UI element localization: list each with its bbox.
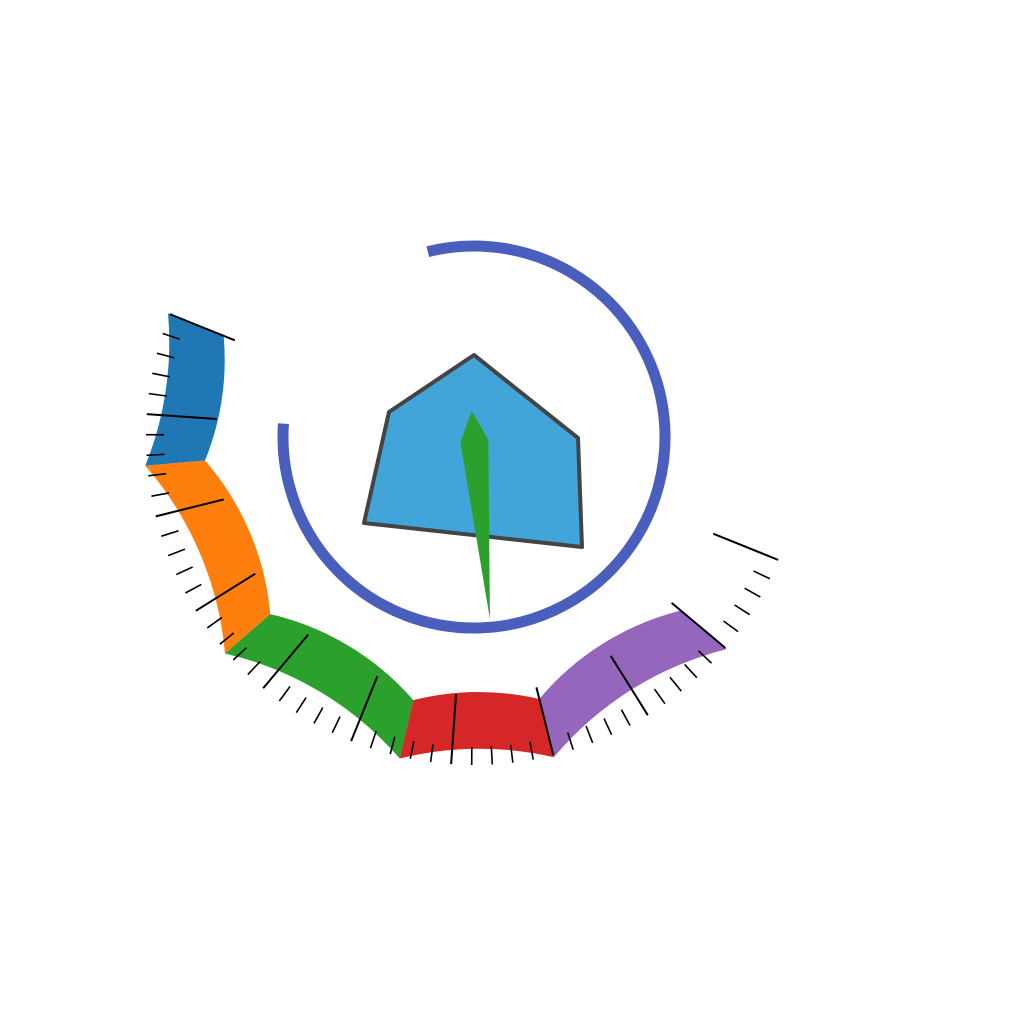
minor-tick xyxy=(723,620,739,633)
minor-tick xyxy=(247,660,261,676)
gauge-needle xyxy=(460,411,490,620)
major-tick xyxy=(609,655,649,716)
major-tick xyxy=(350,675,379,742)
major-tick xyxy=(155,498,224,518)
minor-tick xyxy=(162,332,181,340)
gauge-bands xyxy=(145,313,727,759)
minor-tick xyxy=(331,716,341,734)
major-tick xyxy=(146,413,217,421)
minor-tick xyxy=(669,676,682,692)
minor-tick xyxy=(620,709,631,726)
minor-tick xyxy=(603,718,613,736)
minor-tick xyxy=(566,732,574,750)
minor-tick xyxy=(409,740,415,759)
minor-tick xyxy=(206,616,223,629)
major-tick xyxy=(169,313,236,342)
minor-tick xyxy=(734,604,751,616)
minor-tick xyxy=(313,707,324,724)
gauge-band-5 xyxy=(539,610,727,758)
minor-tick xyxy=(529,741,534,760)
gauge-band-1 xyxy=(145,313,225,466)
minor-tick xyxy=(369,730,377,749)
minor-tick xyxy=(278,686,291,702)
minor-tick xyxy=(585,725,594,744)
minor-tick xyxy=(175,566,193,576)
major-tick xyxy=(535,687,555,756)
minor-tick xyxy=(148,472,167,477)
major-tick xyxy=(712,532,779,561)
major-tick xyxy=(195,572,256,612)
major-tick xyxy=(450,694,458,765)
minor-tick xyxy=(148,392,167,397)
gauge-band-4 xyxy=(399,692,554,759)
minor-tick xyxy=(219,632,235,645)
minor-tick xyxy=(156,352,175,359)
minor-tick xyxy=(167,548,186,557)
gauge-band-2 xyxy=(145,460,271,654)
minor-tick xyxy=(429,744,434,763)
minor-tick xyxy=(490,746,494,765)
minor-tick xyxy=(509,744,514,763)
minor-tick xyxy=(653,688,666,705)
minor-tick xyxy=(684,663,698,679)
progress-ring xyxy=(277,240,671,634)
progress-arc xyxy=(277,240,671,634)
minor-tick xyxy=(389,736,396,755)
minor-tick xyxy=(151,492,170,497)
minor-tick xyxy=(185,583,202,594)
major-tick xyxy=(262,633,309,689)
minor-tick xyxy=(232,647,248,661)
minor-tick xyxy=(744,587,761,598)
gauge-ticks xyxy=(146,313,779,765)
gauge-band-3 xyxy=(224,614,414,759)
minor-tick xyxy=(697,650,713,664)
minor-tick xyxy=(295,697,307,714)
minor-tick xyxy=(753,570,771,580)
minor-tick xyxy=(161,529,179,537)
major-tick xyxy=(670,602,726,649)
minor-tick xyxy=(152,372,171,378)
minor-tick xyxy=(146,453,165,457)
